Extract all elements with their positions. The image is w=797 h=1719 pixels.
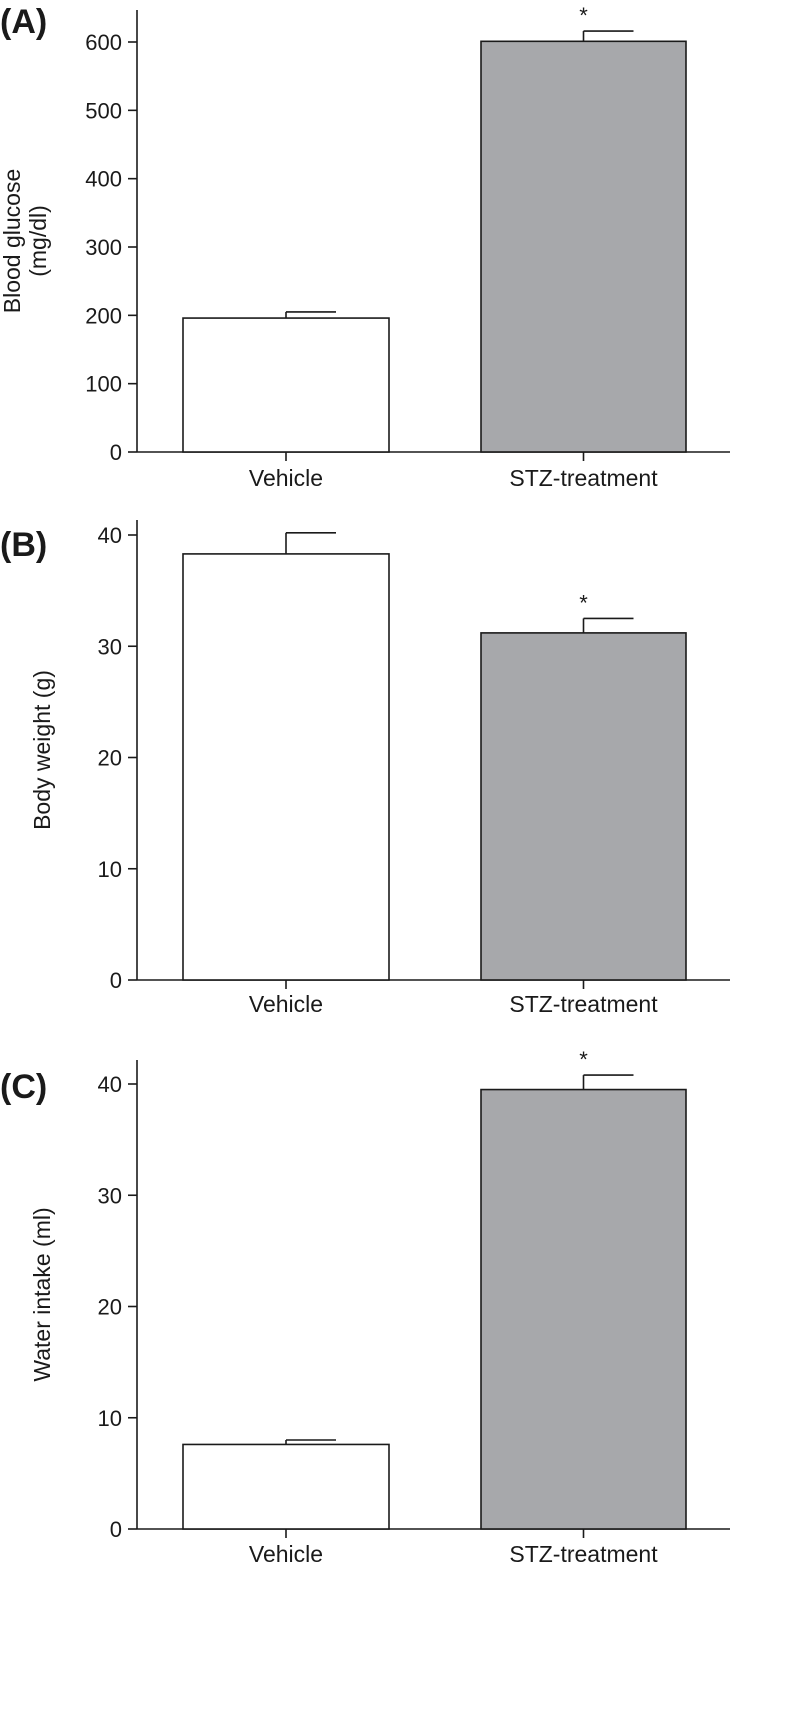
category-label: STZ-treatment — [509, 465, 658, 491]
bar-0 — [182, 317, 390, 453]
bar-1 — [480, 40, 687, 453]
y-tick-label: 300 — [85, 235, 122, 260]
bar-0 — [182, 553, 390, 981]
panel-a: (A) 0 100 200 300 400 500 600 Blood glucose (mg/d… — [0, 3, 730, 491]
y-tick-label: 20 — [98, 746, 122, 771]
y-axis-title: Body weight (g) — [29, 670, 55, 830]
y-tick-label: 40 — [98, 523, 122, 548]
y-axis-title: (mg/dl) — [25, 205, 51, 277]
panel-b: (B) 0 10 20 30 40 Body weight (g) Vehicle STZ-tr… — [0, 520, 730, 1017]
bar-1 — [480, 632, 687, 981]
significance-marker: * — [579, 3, 588, 28]
category-label: STZ-treatment — [509, 1541, 658, 1567]
y-tick-label: 0 — [110, 440, 122, 465]
y-tick-label: 100 — [85, 372, 122, 397]
y-tick-label: 30 — [98, 1183, 122, 1208]
y-axis-title: Water intake (ml) — [29, 1207, 55, 1381]
panel-label: (B) — [0, 526, 47, 564]
bar-1 — [480, 1088, 687, 1530]
panel-c: (C) 0 10 20 30 40 Water intake (ml) Vehicle STZ-… — [0, 1047, 730, 1567]
y-tick-label: 40 — [98, 1072, 122, 1097]
category-label: STZ-treatment — [509, 991, 658, 1017]
y-tick-label: 20 — [98, 1295, 122, 1320]
y-tick-label: 200 — [85, 303, 122, 328]
bar-0 — [182, 1443, 390, 1530]
y-tick-label: 10 — [98, 857, 122, 882]
y-tick-label: 600 — [85, 30, 122, 55]
panel-label: (A) — [0, 3, 47, 41]
category-label: Vehicle — [249, 991, 323, 1017]
y-tick-label: 10 — [98, 1406, 122, 1431]
category-label: Vehicle — [249, 1541, 323, 1567]
y-axis-title: Blood glucose — [0, 169, 25, 314]
category-label: Vehicle — [249, 465, 323, 491]
y-tick-label: 30 — [98, 634, 122, 659]
significance-marker: * — [579, 590, 588, 615]
y-tick-label: 500 — [85, 98, 122, 123]
y-tick-label: 0 — [110, 1517, 122, 1542]
y-tick-label: 0 — [110, 968, 122, 993]
y-tick-label: 400 — [85, 167, 122, 192]
panel-label: (C) — [0, 1068, 47, 1106]
significance-marker: * — [579, 1047, 588, 1072]
